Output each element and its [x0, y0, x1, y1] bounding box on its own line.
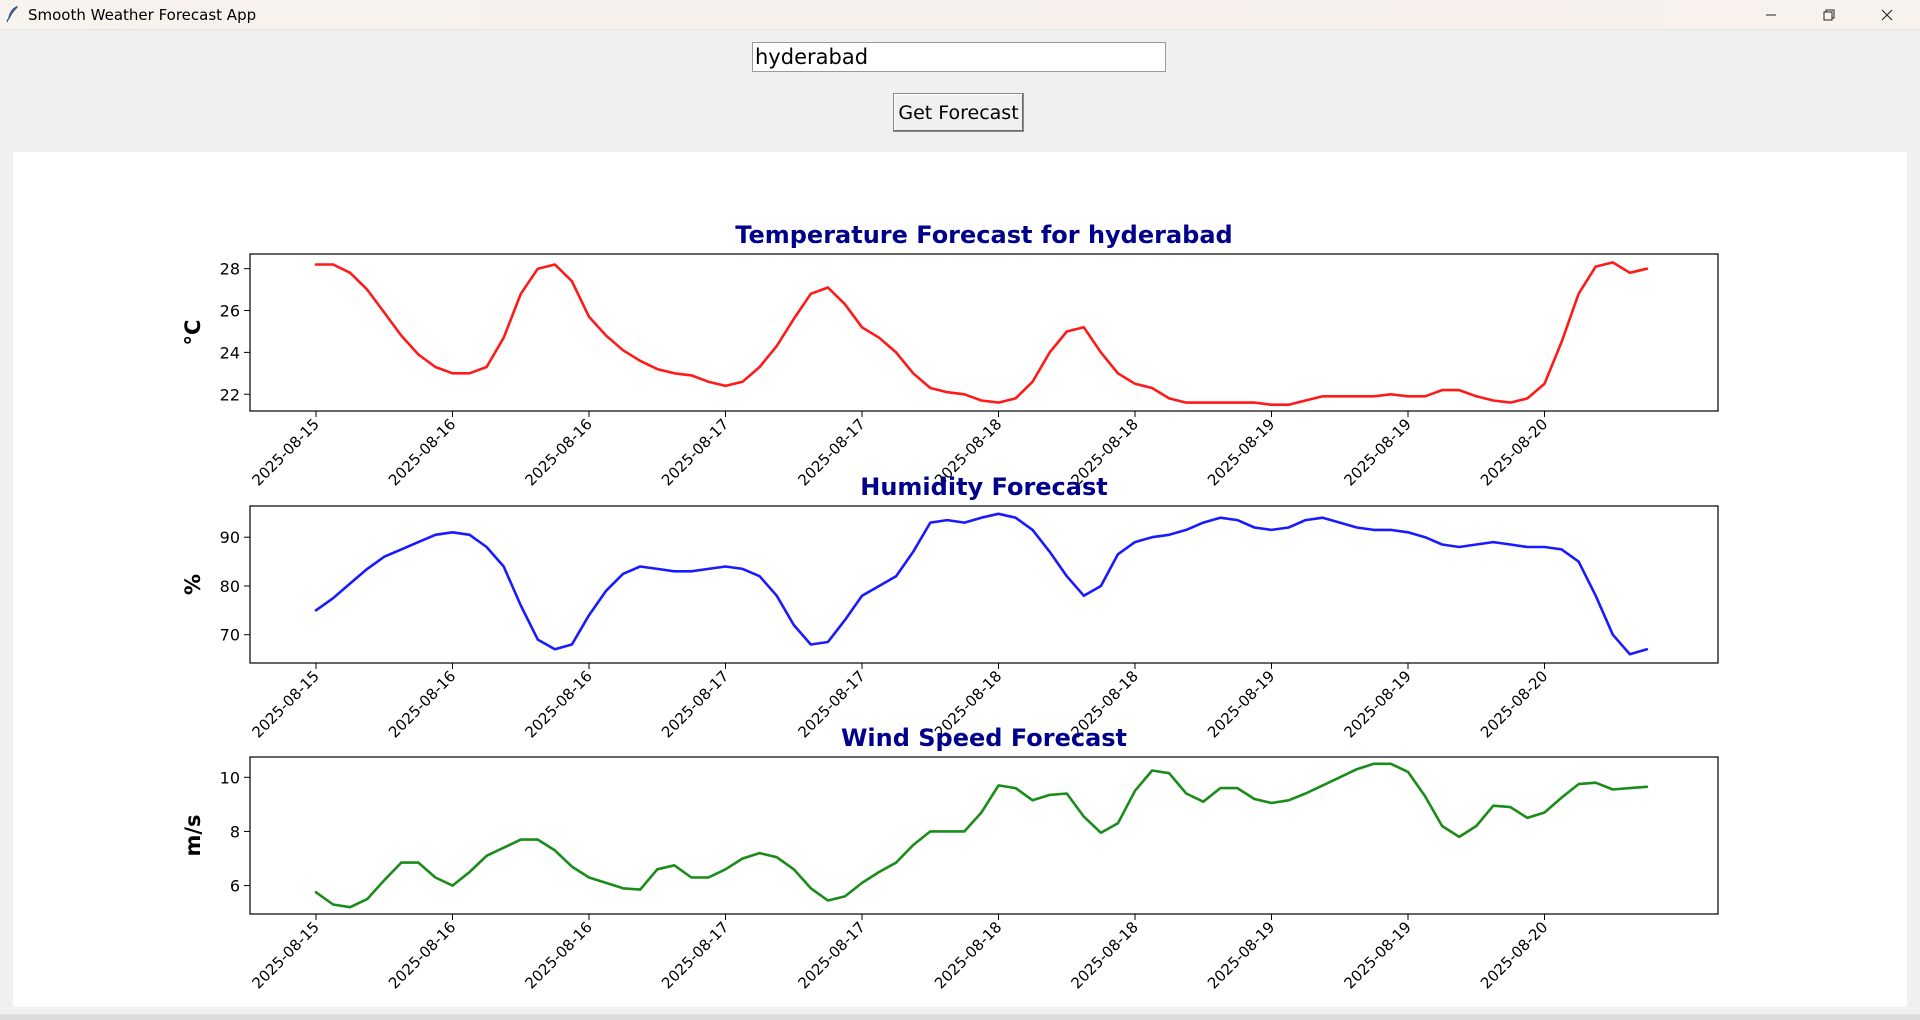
wind-x-tick-label: 2025-08-19: [1204, 918, 1278, 992]
temperature-x-tick-label: 2025-08-16: [385, 415, 459, 489]
humidity-x-tick-label: 2025-08-17: [658, 667, 732, 741]
humidity-chart-title: Humidity Forecast: [860, 473, 1108, 501]
wind-x-tick-label: 2025-08-17: [658, 918, 732, 992]
temperature-y-tick-label: 24: [220, 343, 240, 362]
humidity-x-tick-label: 2025-08-16: [521, 667, 595, 741]
wind-x-tick-label: 2025-08-16: [385, 918, 459, 992]
temperature-y-tick-label: 26: [220, 302, 240, 321]
restore-icon: [1823, 9, 1835, 20]
humidity-x-tick-label: 2025-08-19: [1340, 667, 1414, 741]
humidity-x-tick-label: 2025-08-15: [248, 667, 322, 741]
temperature-x-tick-label: 2025-08-17: [658, 415, 732, 489]
city-input[interactable]: [752, 42, 1166, 72]
temperature-y-tick-label: 22: [220, 385, 240, 404]
temperature-y-tick-label: 28: [220, 260, 240, 279]
wind-x-tick-label: 2025-08-18: [931, 918, 1005, 992]
close-button[interactable]: [1858, 0, 1916, 29]
temperature-x-tick-label: 2025-08-19: [1340, 415, 1414, 489]
window-bottom-edge: [0, 1014, 1920, 1020]
get-forecast-button[interactable]: Get Forecast: [893, 93, 1024, 132]
wind-y-tick-label: 6: [230, 877, 240, 896]
temperature-x-tick-label: 2025-08-19: [1204, 415, 1278, 489]
humidity-x-tick-label: 2025-08-16: [385, 667, 459, 741]
temperature-x-tick-label: 2025-08-20: [1477, 415, 1551, 489]
minimize-icon: [1766, 14, 1776, 15]
wind-y-tick-label: 8: [230, 822, 240, 841]
wind-x-tick-label: 2025-08-20: [1477, 918, 1551, 992]
wind-x-tick-label: 2025-08-19: [1340, 918, 1414, 992]
window-titlebar: Smooth Weather Forecast App: [0, 0, 1920, 30]
temperature-plot-frame: [249, 253, 1719, 412]
wind-x-tick-label: 2025-08-17: [794, 918, 868, 992]
wind-chart-title: Wind Speed Forecast: [841, 724, 1127, 752]
window-title: Smooth Weather Forecast App: [28, 6, 257, 24]
wind-x-tick-label: 2025-08-16: [521, 918, 595, 992]
humidity-x-tick-label: 2025-08-19: [1204, 667, 1278, 741]
humidity-plot-frame: [249, 505, 1719, 664]
forecast-charts: Temperature Forecast for hyderabad °C 22 24…: [181, 221, 1719, 992]
humidity-x-tick-label: 2025-08-20: [1477, 667, 1551, 741]
minimize-button[interactable]: [1742, 0, 1800, 29]
close-icon: [1881, 9, 1893, 20]
wind-y-tick-label: 10: [220, 768, 240, 787]
wind-plot-frame: [249, 756, 1719, 915]
humidity-y-tick-label: 80: [220, 577, 240, 596]
humidity-y-tick-label: 70: [220, 626, 240, 645]
wind-x-tick-label: 2025-08-15: [248, 918, 322, 992]
feather-icon: [6, 6, 18, 23]
wind-series-line: [314, 762, 1649, 909]
wind-y-axis-label: m/s: [181, 814, 205, 856]
temperature-chart-title: Temperature Forecast for hyderabad: [735, 221, 1232, 249]
temperature-y-axis-label: °C: [181, 320, 205, 346]
temperature-x-tick-label: 2025-08-17: [794, 415, 868, 489]
wind-x-tick-label: 2025-08-18: [1067, 918, 1141, 992]
temperature-x-tick-label: 2025-08-15: [248, 415, 322, 489]
restore-button[interactable]: [1800, 0, 1858, 29]
humidity-y-axis-label: %: [181, 574, 205, 595]
humidity-series-line: [314, 512, 1649, 656]
temperature-series-line: [314, 261, 1649, 406]
humidity-y-tick-label: 90: [220, 528, 240, 547]
temperature-x-tick-label: 2025-08-16: [521, 415, 595, 489]
forecast-charts-canvas: Temperature Forecast for hyderabad °C 22 24…: [13, 152, 1907, 1007]
